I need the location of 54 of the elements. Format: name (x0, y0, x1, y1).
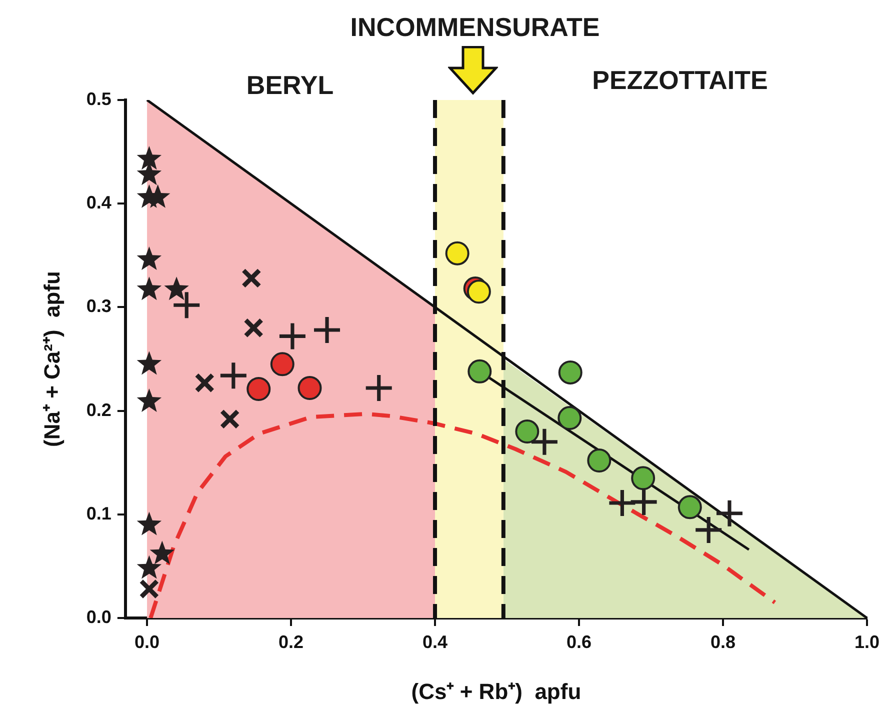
x-tick-label: 0.0 (134, 632, 160, 652)
y-tick-label: 0.0 (86, 606, 112, 627)
y-tick-label: 0.3 (86, 296, 112, 316)
point (531, 428, 558, 455)
y-axis-title: (Na⁺ + Ca²⁺) apfu (39, 271, 64, 447)
x-tick-label: 0.2 (278, 632, 304, 652)
point (279, 323, 306, 350)
x-tick-label: 0.4 (422, 632, 448, 652)
point (194, 372, 215, 393)
y-tick-label: 0.2 (86, 400, 112, 420)
point (220, 409, 240, 430)
point (136, 276, 162, 300)
point (136, 388, 162, 412)
point (609, 490, 636, 516)
annotation: BERYL (246, 70, 334, 101)
point (241, 268, 262, 288)
point (136, 512, 162, 536)
point (139, 578, 160, 600)
point (631, 466, 656, 490)
point (246, 377, 271, 402)
point (515, 420, 540, 444)
point (136, 351, 162, 375)
line-series (148, 412, 777, 618)
x-tick-label: 0.8 (710, 632, 736, 652)
x-axis-title: (Cs⁺ + Rb⁺) apfu (411, 678, 582, 704)
point (298, 376, 322, 400)
point (468, 359, 492, 384)
point (136, 146, 162, 170)
y-tick-label: 0.4 (86, 192, 112, 213)
point (164, 276, 189, 300)
point (150, 540, 175, 564)
point (696, 516, 722, 543)
point (136, 555, 162, 579)
text: INCOMMENSURATE (350, 12, 600, 43)
y-tick-label: 0.5 (86, 88, 112, 109)
point (220, 362, 246, 389)
point (270, 352, 294, 376)
point (466, 280, 491, 304)
point (174, 292, 200, 318)
point (366, 375, 392, 402)
point (244, 318, 264, 338)
y-tick-label: 0.1 (86, 503, 112, 524)
point (558, 406, 582, 430)
x-tick-label: 1.0 (854, 632, 880, 652)
point (558, 360, 582, 384)
point (678, 495, 702, 520)
point (716, 500, 742, 526)
text: PEZZOTTAITE (592, 65, 768, 96)
point (136, 246, 162, 270)
x-tick-label: 0.6 (566, 632, 592, 652)
point (630, 488, 657, 515)
point (587, 448, 612, 473)
point (445, 241, 470, 266)
point (314, 316, 340, 343)
